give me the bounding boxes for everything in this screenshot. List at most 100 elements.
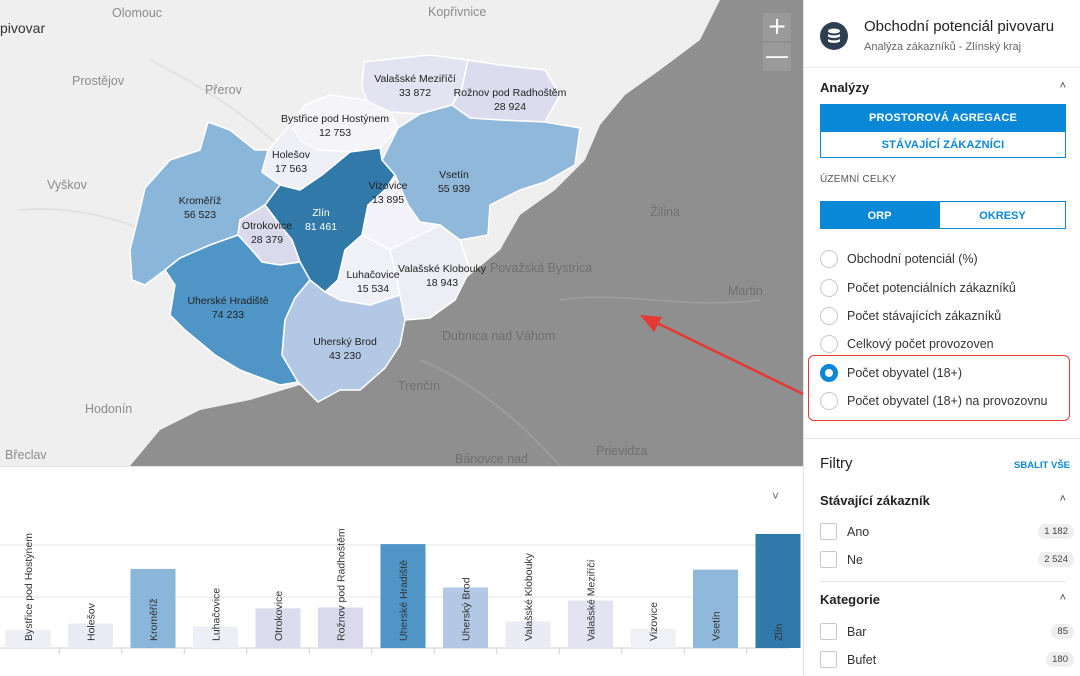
region-name-label: Valašské Meziříčí <box>374 73 456 85</box>
chart-bar[interactable] <box>568 600 613 648</box>
region-value-label: 28 924 <box>494 101 526 113</box>
city-label: Trenčín <box>398 379 440 393</box>
annotation-highlight-box <box>808 355 1070 421</box>
bar-category-label: Kroměříž <box>148 598 160 641</box>
chevron-up-icon[interactable]: ˄ <box>1059 592 1066 604</box>
chart-bar[interactable] <box>505 621 551 648</box>
radio-button[interactable] <box>820 307 838 325</box>
region-value-label: 74 233 <box>212 309 244 321</box>
spatial-aggregation-button[interactable]: PROSTOROVÁ AGREGACE <box>820 104 1066 131</box>
database-icon <box>820 22 848 50</box>
metric-option[interactable]: Celkový počet provozoven <box>820 334 1070 356</box>
metric-option[interactable]: Počet potenciálních zákazníků <box>820 278 1070 300</box>
bar-category-label: Bystřice pod Hostýnem <box>23 533 35 641</box>
annotation-arrow <box>654 320 803 396</box>
analyses-heading: Analýzy <box>820 80 870 95</box>
chart-bar[interactable] <box>443 587 488 648</box>
chart-bar[interactable] <box>380 544 426 648</box>
region-name-label: Zlín <box>312 207 330 219</box>
sidebar-header: Obchodní potenciál pivovaru Analýza záka… <box>804 0 1080 68</box>
tab-okresy[interactable]: OKRESY <box>939 201 1066 229</box>
checkbox[interactable] <box>820 523 837 540</box>
chart-bar[interactable] <box>630 628 676 648</box>
city-label: Žilina <box>650 204 680 219</box>
chart-bar[interactable] <box>5 630 51 648</box>
app-subtitle: Analýza zákazníků - Zlínský kraj <box>864 41 1022 53</box>
region-valasske-klobouky[interactable] <box>389 224 471 321</box>
filter-option-ne[interactable]: Ne 2 524 <box>820 550 1074 570</box>
region-value-label: 13 895 <box>372 194 404 206</box>
region-name-label: Vsetín <box>439 169 469 181</box>
zoom-in-button[interactable]: + <box>763 13 791 41</box>
bar-chart: Bystřice pod Hostýnem Holešov Kroměříž Luha… <box>0 528 801 654</box>
bar-category-label: Valašské Meziříčí <box>586 559 598 641</box>
bar-category-label: Uherský Brod <box>461 577 473 641</box>
filter-option-bufet[interactable]: Bufet 180 <box>820 650 1074 670</box>
bar-category-label: Valašské Klobouky <box>523 552 535 641</box>
chart-bar[interactable] <box>130 568 176 648</box>
chart-bar[interactable] <box>255 608 301 648</box>
chart-bar[interactable] <box>755 533 801 648</box>
metric-option[interactable]: Počet obyvatel (18+) <box>820 363 1070 385</box>
region-value-label: 12 753 <box>319 127 351 139</box>
region-value-label: 17 563 <box>275 163 307 175</box>
checkbox[interactable] <box>820 551 837 568</box>
radio-button[interactable] <box>820 364 838 382</box>
region-name-label: Bystřice pod Hostýnem <box>281 113 389 125</box>
filter-option-ano[interactable]: Ano 1 182 <box>820 522 1074 542</box>
city-label: Bánovce nad <box>455 452 528 466</box>
map-title: pivovar <box>0 20 46 36</box>
count-badge: 180 <box>1046 652 1074 667</box>
divider <box>804 438 1080 439</box>
bar-category-label: Vsetín <box>711 611 723 641</box>
city-label: Dubnica nad Váhom <box>442 329 555 343</box>
bar-category-label: Luhačovice <box>211 588 223 641</box>
city-label: Martin <box>728 284 763 298</box>
arrow-head <box>640 315 662 332</box>
city-label: Považská Bystrica <box>490 261 592 275</box>
checkbox[interactable] <box>820 651 837 668</box>
collapse-all-button[interactable]: SBALIT VŠE <box>1014 460 1070 471</box>
chart-bar[interactable] <box>68 623 113 648</box>
metric-label: Počet stávajících zákazníků <box>847 309 1002 323</box>
metric-option[interactable]: Obchodní potenciál (%) <box>820 249 1070 271</box>
radio-button[interactable] <box>820 279 838 297</box>
metric-label: Počet obyvatel (18+) <box>847 366 962 380</box>
city-label: Břeclav <box>5 448 47 462</box>
category-heading: Kategorie <box>820 592 880 607</box>
radio-button[interactable] <box>820 250 838 268</box>
radio-button[interactable] <box>820 335 838 353</box>
metric-option[interactable]: Počet obyvatel (18+) na provozovnu <box>820 391 1070 413</box>
region-name-label: Otrokovice <box>242 220 292 232</box>
chart-bar[interactable] <box>318 607 363 648</box>
zoom-out-button[interactable]: — <box>763 42 791 71</box>
region-name-label: Vizovice <box>369 180 408 192</box>
region-value-label: 33 872 <box>399 87 431 99</box>
bar-category-label: Uherské Hradiště <box>398 560 410 641</box>
option-label: Ne <box>847 553 863 567</box>
region-value-label: 43 230 <box>329 350 361 362</box>
region-name-label: Luhačovice <box>346 269 399 281</box>
map-view[interactable]: Olomouc Kopřivnice Prostějov Přerov Vyšk… <box>0 0 803 466</box>
tab-orp[interactable]: ORP <box>820 201 939 229</box>
region-value-label: 15 534 <box>357 283 389 295</box>
option-label: Bar <box>847 625 867 639</box>
metric-option[interactable]: Počet stávajících zákazníků <box>820 306 1070 328</box>
map-canvas[interactable]: Olomouc Kopřivnice Prostějov Přerov Vyšk… <box>0 0 803 466</box>
city-label: Prostějov <box>72 74 125 88</box>
existing-customers-button[interactable]: STÁVAJÍCÍ ZÁKAZNÍCI <box>820 131 1066 158</box>
chart-bar[interactable] <box>193 626 238 648</box>
region-uhersky-brod[interactable] <box>281 279 406 403</box>
chevron-down-icon[interactable]: ˅ <box>771 489 779 503</box>
chart-bar[interactable] <box>693 569 738 648</box>
count-badge: 1 182 <box>1038 524 1074 539</box>
chevron-up-icon[interactable]: ˄ <box>1059 493 1066 505</box>
territorial-units-label: ÚZEMNÍ CELKY <box>820 174 897 185</box>
filter-option-bar[interactable]: Bar 85 <box>820 622 1074 642</box>
bar-category-label: Otrokovice <box>273 591 285 641</box>
region-value-label: 18 943 <box>426 277 458 289</box>
checkbox[interactable] <box>820 623 837 640</box>
radio-button[interactable] <box>820 392 838 410</box>
option-label: Ano <box>847 525 870 539</box>
chevron-up-icon[interactable]: ˄ <box>1059 80 1066 92</box>
